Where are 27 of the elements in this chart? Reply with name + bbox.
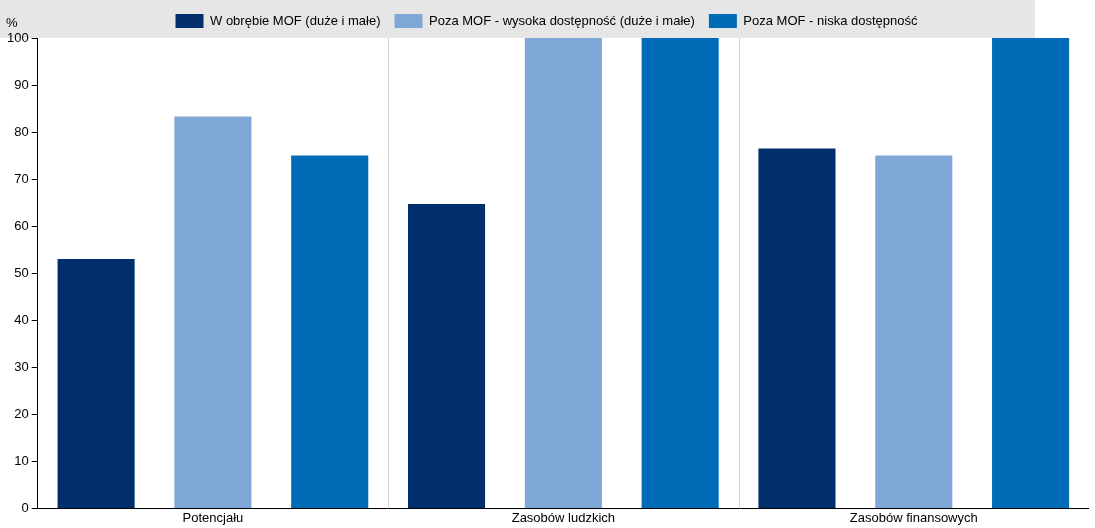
y-tick-label: 60 [14,217,29,233]
y-tick-label: 90 [14,76,29,92]
bar [174,116,252,508]
y-tick-label: 0 [21,499,29,515]
y-tick-label: 10 [14,452,29,468]
legend-label: Poza MOF - wysoka dostępność (duże i małe) [428,12,695,28]
y-tick-label: 50 [14,264,29,280]
bar [291,155,369,508]
y-tick-label: 40 [14,311,29,327]
bar [641,38,719,508]
x-tick-label: Potencjału [182,509,244,525]
y-tick-label: 20 [14,405,29,421]
bar [875,155,953,508]
y-tick-label: 80 [14,123,29,139]
y-tick-label: 30 [14,358,29,374]
y-tick-label: 100 [6,29,29,45]
bar [758,148,836,508]
y-axis-title: % [5,15,18,31]
bar [407,204,486,508]
x-tick-label: Zasobów ludzkich [511,509,616,525]
legend-label: W obrębie MOF (duże i małe) [210,12,381,28]
bar [524,38,602,508]
bar [992,38,1070,508]
legend-label: Poza MOF - niska dostępność [743,12,918,28]
bar [57,259,135,508]
x-tick-label: Zasobów finansowych [849,509,978,525]
y-tick-label: 70 [14,170,29,186]
